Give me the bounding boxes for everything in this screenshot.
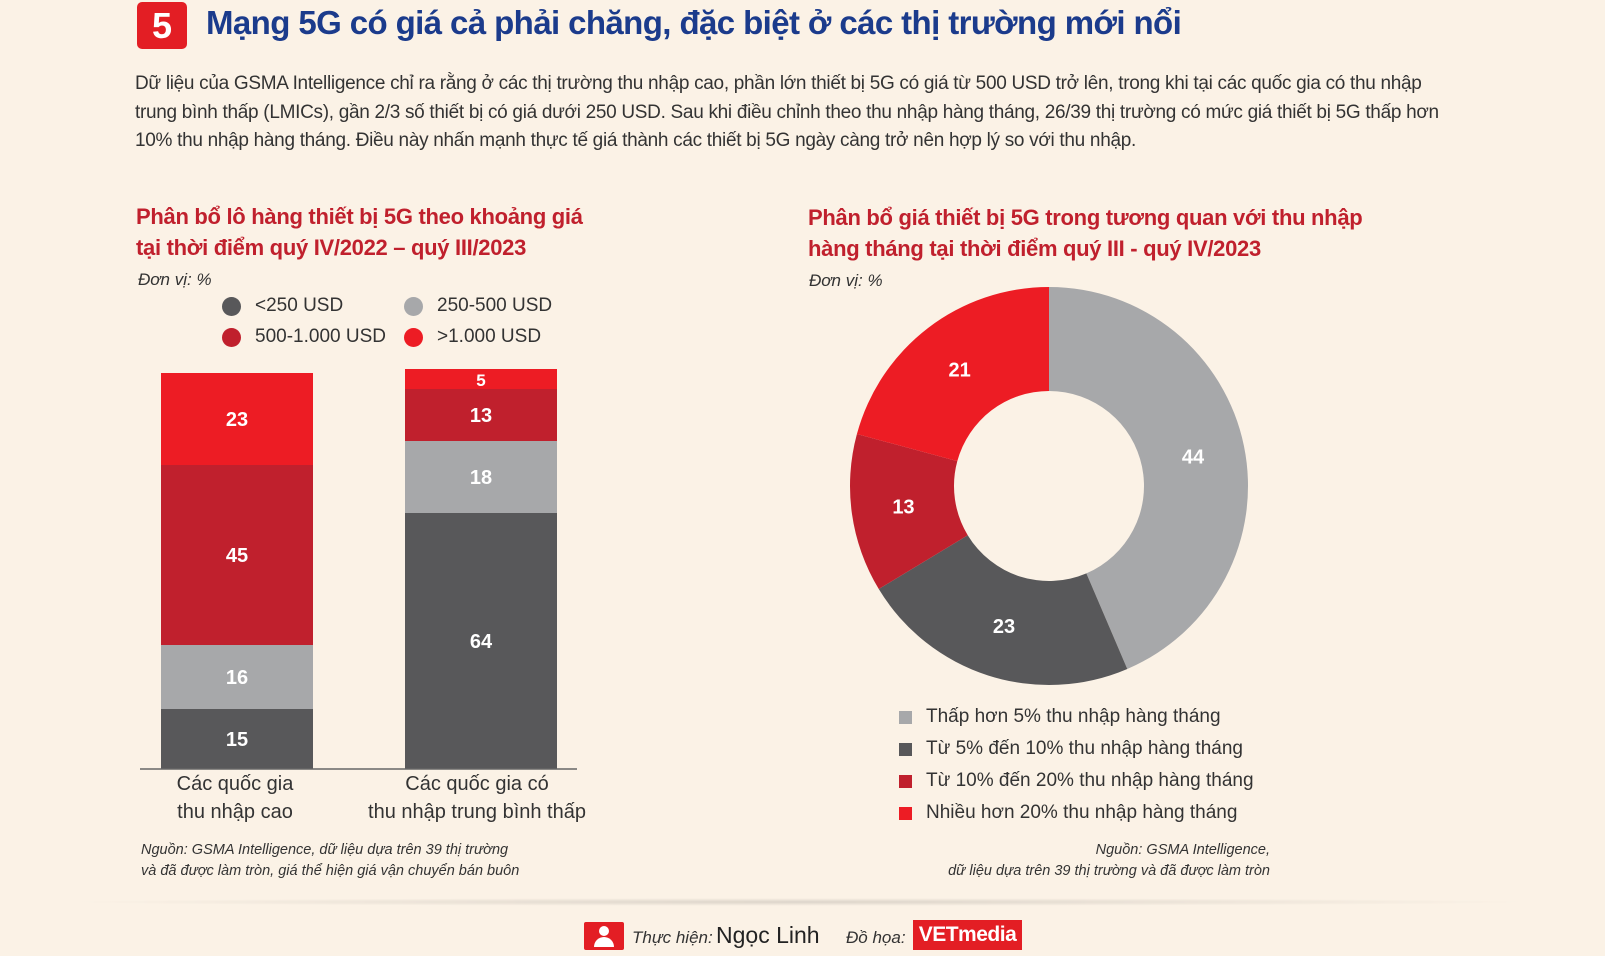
donut-chart-unit: Đơn vị: % — [809, 271, 883, 290]
credit-label: Thực hiện: — [632, 928, 713, 947]
donut-slice — [850, 433, 968, 590]
footer — [0, 906, 1605, 956]
stacked-bar-chart: 15 16 45 23 64 18 13 5 — [140, 369, 577, 770]
bar-segment — [161, 373, 313, 465]
legend-item-500-1000: 500-1.000 USD — [222, 326, 386, 348]
legend-label: Từ 10% đến 20% thu nhập hàng tháng — [926, 770, 1254, 791]
legend-square-icon — [899, 710, 912, 724]
bar-segment — [161, 645, 313, 709]
donut-legend-item-2: Từ 10% đến 20% thu nhập hàng tháng — [899, 770, 1254, 792]
category-label-line: Các quốc gia — [176, 773, 294, 795]
bar-chart-title: Phân bổ lô hàng thiết bị 5G theo khoảng … — [136, 201, 583, 263]
source-line: Nguồn: GSMA Intelligence, dữ liệu dựa tr… — [141, 842, 509, 858]
bar-segment — [405, 441, 557, 513]
legend-label: <250 USD — [255, 295, 344, 316]
donut-chart-title-line1: Phân bổ giá thiết bị 5G trong tương quan… — [808, 205, 1363, 230]
legend-square-icon — [899, 774, 912, 788]
footer-divider — [60, 898, 1540, 906]
legend-dot-icon — [404, 296, 423, 316]
bar-segment — [405, 513, 557, 769]
source-line: và đã được làm tròn, giá thể hiện giá vậ… — [141, 863, 520, 879]
category-label-line: thu nhập cao — [177, 801, 293, 823]
legend-square-icon — [899, 742, 912, 756]
donut-slice — [1049, 287, 1248, 669]
category-label-high-income: Các quốc gia thu nhập cao — [135, 770, 335, 826]
category-label-lmic: Các quốc gia có thu nhập trung bình thấp — [352, 770, 602, 826]
bar-segment — [405, 389, 557, 441]
bar-segment — [405, 369, 557, 389]
bar-segment — [161, 465, 313, 645]
data-label: 13 — [470, 405, 492, 427]
bar-chart-unit: Đơn vị: % — [138, 270, 212, 289]
slice-label: 21 — [949, 359, 971, 381]
section-number-badge: 5 — [137, 2, 187, 49]
data-label: 64 — [470, 631, 493, 653]
data-label: 23 — [226, 409, 248, 431]
legend-item-over-1000: >1.000 USD — [404, 326, 541, 348]
legend-label: >1.000 USD — [437, 326, 542, 347]
slice-label: 23 — [993, 616, 1015, 638]
donut-slice — [856, 287, 1049, 462]
legend-item-under-250: <250 USD — [222, 295, 343, 317]
legend-label: Nhiều hơn 20% thu nhập hàng tháng — [926, 802, 1238, 823]
donut-chart: 44 23 13 21 — [850, 287, 1248, 685]
page-title: Mạng 5G có giá cả phải chăng, đặc biệt ở… — [206, 4, 1182, 41]
vetmedia-logo: VETmedia — [913, 920, 1022, 950]
legend-label: 250-500 USD — [437, 295, 553, 316]
category-label-line: Các quốc gia có — [405, 773, 549, 795]
data-label: 5 — [476, 371, 485, 390]
donut-legend-item-0: Thấp hơn 5% thu nhập hàng tháng — [899, 706, 1221, 728]
bar-chart-title-line2: tại thời điểm quý IV/2022 – quý III/2023 — [136, 235, 527, 260]
donut-legend-item-1: Từ 5% đến 10% thu nhập hàng tháng — [899, 738, 1243, 760]
legend-label: Từ 5% đến 10% thu nhập hàng tháng — [926, 738, 1243, 759]
legend-dot-icon — [222, 327, 241, 347]
data-label: 16 — [226, 667, 248, 689]
data-label: 18 — [470, 467, 492, 489]
donut-slice — [878, 535, 1128, 685]
person-icon — [584, 922, 624, 950]
legend-label: 500-1.000 USD — [255, 326, 386, 347]
graphics-label: Đồ họa: — [846, 928, 906, 947]
slice-label: 44 — [1182, 446, 1205, 468]
legend-item-250-500: 250-500 USD — [404, 295, 552, 317]
credit-name: Ngọc Linh — [716, 922, 820, 948]
bar-chart-source: Nguồn: GSMA Intelligence, dữ liệu dựa tr… — [141, 840, 519, 882]
legend-label: Thấp hơn 5% thu nhập hàng tháng — [926, 706, 1221, 727]
donut-chart-title-line2: hàng tháng tại thời điểm quý III - quý I… — [808, 236, 1261, 261]
legend-square-icon — [899, 806, 912, 820]
slice-label: 13 — [892, 497, 914, 519]
bar-segment — [161, 709, 313, 769]
legend-dot-icon — [222, 296, 241, 316]
legend-dot-icon — [404, 327, 423, 347]
donut-legend-item-3: Nhiều hơn 20% thu nhập hàng tháng — [899, 802, 1237, 824]
donut-chart-source: Nguồn: GSMA Intelligence, dữ liệu dựa tr… — [935, 840, 1270, 882]
data-label: 45 — [226, 545, 248, 567]
data-label: 15 — [226, 729, 248, 751]
source-line: Nguồn: GSMA Intelligence, — [1095, 842, 1270, 858]
source-line: dữ liệu dựa trên 39 thị trường và đã đượ… — [948, 863, 1270, 879]
intro-paragraph: Dữ liệu của GSMA Intelligence chỉ ra rằn… — [135, 73, 1439, 151]
category-label-line: thu nhập trung bình thấp — [368, 801, 586, 823]
donut-chart-title: Phân bổ giá thiết bị 5G trong tương quan… — [808, 202, 1363, 264]
bar-chart-title-line1: Phân bổ lô hàng thiết bị 5G theo khoảng … — [136, 204, 583, 229]
